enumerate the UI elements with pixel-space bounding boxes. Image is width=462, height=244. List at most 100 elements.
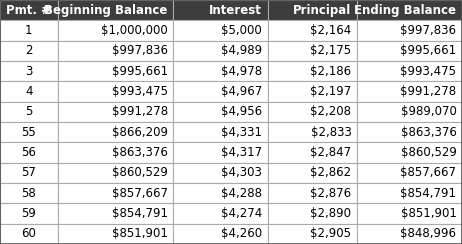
- Text: $860,529: $860,529: [401, 146, 456, 159]
- Text: $2,175: $2,175: [310, 44, 352, 57]
- Text: $851,901: $851,901: [401, 207, 456, 220]
- Bar: [58, 41, 173, 61]
- Bar: [173, 61, 268, 81]
- Text: Pmt. #: Pmt. #: [6, 4, 51, 17]
- Bar: [0, 41, 58, 61]
- Text: $2,208: $2,208: [310, 105, 352, 118]
- Bar: [0, 0, 58, 20]
- Text: $997,836: $997,836: [401, 24, 456, 37]
- Text: $4,274: $4,274: [221, 207, 262, 220]
- Text: $989,070: $989,070: [401, 105, 456, 118]
- Bar: [173, 81, 268, 102]
- Bar: [173, 203, 268, 224]
- Bar: [0, 20, 58, 41]
- Text: $5,000: $5,000: [221, 24, 262, 37]
- Text: Beginning Balance: Beginning Balance: [44, 4, 168, 17]
- Bar: [173, 183, 268, 203]
- Bar: [0, 183, 58, 203]
- Bar: [268, 81, 357, 102]
- Text: $4,331: $4,331: [221, 126, 262, 139]
- Bar: [268, 203, 357, 224]
- Text: 56: 56: [21, 146, 36, 159]
- Bar: [58, 142, 173, 163]
- Bar: [357, 122, 462, 142]
- Bar: [58, 81, 173, 102]
- Bar: [58, 61, 173, 81]
- Bar: [357, 183, 462, 203]
- Bar: [357, 224, 462, 244]
- Bar: [357, 20, 462, 41]
- Text: $857,667: $857,667: [401, 166, 456, 179]
- Bar: [58, 122, 173, 142]
- Text: $854,791: $854,791: [112, 207, 168, 220]
- Bar: [268, 41, 357, 61]
- Text: $860,529: $860,529: [112, 166, 168, 179]
- Text: Principal: Principal: [293, 4, 352, 17]
- Text: $4,303: $4,303: [221, 166, 262, 179]
- Text: $2,876: $2,876: [310, 187, 352, 200]
- Text: $4,317: $4,317: [221, 146, 262, 159]
- Bar: [357, 203, 462, 224]
- Text: $4,967: $4,967: [221, 85, 262, 98]
- Text: $4,989: $4,989: [221, 44, 262, 57]
- Text: $2,862: $2,862: [310, 166, 352, 179]
- Text: 2: 2: [25, 44, 33, 57]
- Bar: [58, 163, 173, 183]
- Bar: [0, 224, 58, 244]
- Bar: [357, 142, 462, 163]
- Text: $854,791: $854,791: [401, 187, 456, 200]
- Bar: [357, 0, 462, 20]
- Bar: [173, 102, 268, 122]
- Text: $866,209: $866,209: [112, 126, 168, 139]
- Text: $4,260: $4,260: [221, 227, 262, 240]
- Text: 57: 57: [21, 166, 36, 179]
- Text: $857,667: $857,667: [112, 187, 168, 200]
- Text: $4,978: $4,978: [221, 65, 262, 78]
- Text: $997,836: $997,836: [112, 44, 168, 57]
- Bar: [268, 142, 357, 163]
- Bar: [0, 142, 58, 163]
- Bar: [357, 61, 462, 81]
- Bar: [357, 163, 462, 183]
- Bar: [268, 183, 357, 203]
- Text: $991,278: $991,278: [401, 85, 456, 98]
- Bar: [173, 122, 268, 142]
- Text: 5: 5: [25, 105, 32, 118]
- Bar: [0, 102, 58, 122]
- Text: $2,164: $2,164: [310, 24, 352, 37]
- Text: $2,186: $2,186: [310, 65, 352, 78]
- Text: 59: 59: [21, 207, 36, 220]
- Bar: [357, 81, 462, 102]
- Bar: [173, 0, 268, 20]
- Text: $991,278: $991,278: [112, 105, 168, 118]
- Bar: [58, 224, 173, 244]
- Bar: [173, 224, 268, 244]
- Text: $1,000,000: $1,000,000: [101, 24, 168, 37]
- Text: $4,288: $4,288: [221, 187, 262, 200]
- Text: $993,475: $993,475: [401, 65, 456, 78]
- Text: $851,901: $851,901: [112, 227, 168, 240]
- Bar: [268, 163, 357, 183]
- Bar: [357, 102, 462, 122]
- Bar: [58, 102, 173, 122]
- Text: 1: 1: [25, 24, 33, 37]
- Bar: [268, 102, 357, 122]
- Bar: [0, 61, 58, 81]
- Text: 60: 60: [21, 227, 36, 240]
- Text: $993,475: $993,475: [112, 85, 168, 98]
- Bar: [173, 20, 268, 41]
- Bar: [58, 183, 173, 203]
- Text: $2,847: $2,847: [310, 146, 352, 159]
- Bar: [268, 61, 357, 81]
- Text: $995,661: $995,661: [401, 44, 456, 57]
- Text: $2,833: $2,833: [310, 126, 352, 139]
- Bar: [268, 20, 357, 41]
- Text: 58: 58: [22, 187, 36, 200]
- Bar: [0, 81, 58, 102]
- Bar: [0, 122, 58, 142]
- Text: $863,376: $863,376: [112, 146, 168, 159]
- Bar: [268, 0, 357, 20]
- Bar: [173, 163, 268, 183]
- Bar: [0, 203, 58, 224]
- Bar: [58, 203, 173, 224]
